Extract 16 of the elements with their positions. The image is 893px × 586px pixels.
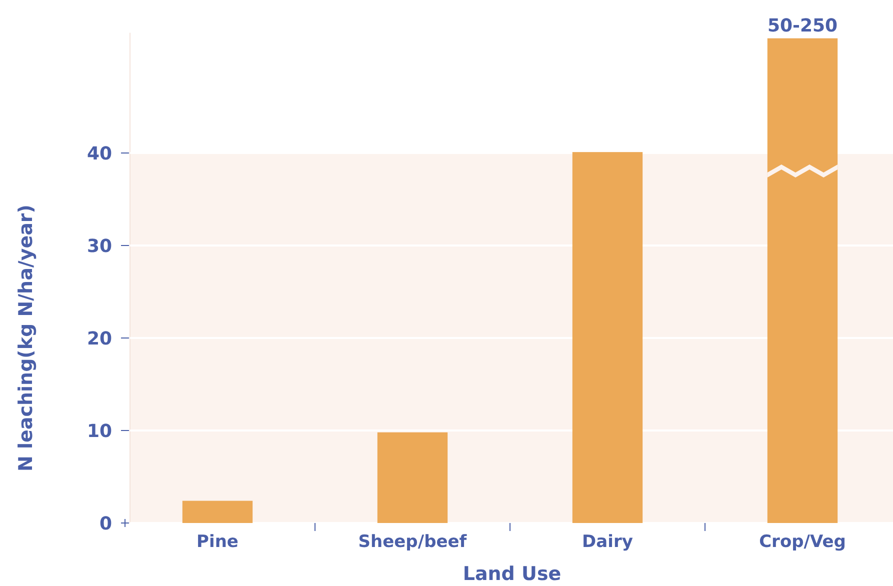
bar — [767, 38, 838, 523]
y-tick-label: 40 — [86, 143, 112, 164]
y-tick-label: 20 — [86, 328, 112, 350]
x-tick-label: Sheep/beef — [358, 532, 468, 552]
bar — [182, 500, 253, 523]
y-tick-label: 0 — [99, 513, 112, 534]
x-tick-label: Crop/Veg — [759, 532, 846, 552]
x-tick-label: Dairy — [582, 532, 633, 552]
data-label: 50-250 — [767, 15, 838, 36]
bar — [572, 152, 643, 523]
x-tick-label: Pine — [196, 532, 238, 552]
y-axis-title: N leaching(kg N/ha/year) — [15, 204, 37, 472]
bar — [377, 432, 448, 523]
y-tick-label: 30 — [86, 236, 112, 257]
x-axis-title: Land Use — [462, 563, 562, 585]
y-tick-label: 10 — [86, 420, 112, 442]
